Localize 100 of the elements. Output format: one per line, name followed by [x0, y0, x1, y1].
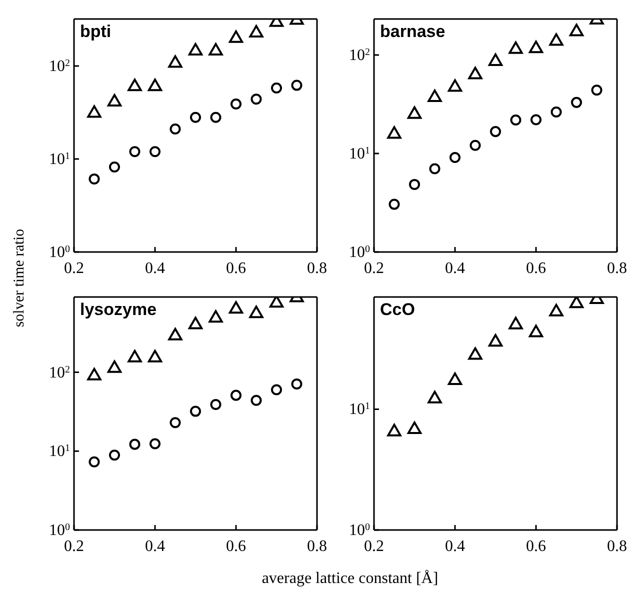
y-tick-label: 10$^{1}$	[349, 400, 370, 418]
x-tick-label: 0.8	[607, 260, 627, 277]
point	[249, 306, 264, 318]
point	[128, 78, 142, 92]
point	[528, 324, 544, 338]
point	[387, 126, 402, 139]
point	[149, 438, 161, 450]
point	[490, 126, 502, 138]
point	[569, 24, 584, 36]
point	[149, 146, 161, 158]
y-tick-label: 10$^{0}$	[349, 244, 370, 261]
x-tick-label: 0.6	[526, 260, 546, 277]
point	[429, 163, 440, 174]
point	[448, 79, 462, 92]
chart-title: bpti	[80, 22, 112, 42]
point	[208, 310, 223, 323]
point	[569, 297, 584, 308]
point	[108, 162, 120, 173]
point	[250, 94, 262, 105]
point	[528, 40, 544, 54]
point	[269, 297, 284, 308]
point	[249, 25, 264, 38]
point	[250, 394, 262, 406]
point	[448, 372, 462, 385]
x-tick-label: 0.6	[226, 260, 246, 277]
x-tick-label: 0.8	[607, 538, 627, 555]
chart-title: barnase	[380, 22, 446, 42]
point	[188, 42, 203, 56]
y-tick-label: 10$^{2}$	[49, 364, 70, 382]
point	[129, 146, 140, 158]
point	[428, 90, 442, 102]
point	[449, 152, 461, 164]
point	[208, 42, 223, 56]
point	[270, 82, 282, 94]
x-tick-label: 0.6	[226, 538, 246, 555]
point	[148, 78, 162, 92]
point	[428, 390, 442, 404]
point	[488, 53, 503, 66]
point	[270, 384, 282, 396]
point	[210, 399, 222, 410]
x-tick-label: 0.6	[526, 538, 546, 555]
point	[468, 66, 482, 80]
point	[107, 360, 122, 373]
point	[508, 41, 523, 54]
point	[188, 316, 203, 330]
y-tick-label: 10$^{0}$	[49, 522, 70, 539]
y-tick-label: 10$^{1}$	[49, 150, 70, 168]
point	[388, 198, 400, 210]
point	[87, 105, 102, 118]
x-tick-label: 0.4	[145, 538, 165, 555]
chart-title: CcO	[380, 300, 415, 320]
point	[170, 124, 181, 135]
point	[107, 94, 122, 107]
point	[550, 106, 562, 118]
x-tick-label: 0.2	[364, 260, 384, 277]
point	[88, 173, 100, 184]
y-tick-label: 10$^{2}$	[349, 46, 370, 64]
point	[510, 114, 522, 126]
x-tick-label: 0.2	[64, 538, 84, 555]
x-axis-title: average lattice constant [Å]	[260, 570, 440, 588]
point	[407, 106, 422, 119]
point	[230, 390, 242, 401]
point	[228, 30, 244, 43]
y-axis-title: solver time ratio	[12, 228, 28, 328]
x-tick-label: 0.4	[145, 260, 165, 277]
point	[170, 417, 181, 428]
point	[549, 304, 564, 316]
x-tick-label: 0.8	[307, 538, 327, 555]
point	[408, 178, 420, 190]
point	[108, 450, 120, 461]
point	[228, 301, 244, 314]
point	[190, 112, 202, 123]
point	[168, 55, 182, 68]
point	[230, 98, 242, 110]
x-tick-label: 0.2	[64, 260, 84, 277]
point	[87, 368, 102, 380]
point	[508, 316, 523, 330]
x-tick-label: 0.4	[445, 260, 465, 277]
point	[591, 84, 602, 96]
point	[387, 424, 402, 436]
point	[570, 96, 582, 108]
point	[88, 456, 100, 468]
y-tick-label: 10$^{1}$	[49, 442, 70, 460]
x-tick-label: 0.2	[364, 538, 384, 555]
point	[407, 421, 422, 434]
point	[128, 350, 142, 362]
y-tick-label: 10$^{0}$	[349, 522, 370, 539]
point	[291, 80, 302, 91]
chart-title: lysozyme	[80, 300, 157, 320]
y-tick-label: 10$^{2}$	[49, 57, 70, 75]
point	[549, 33, 564, 46]
point	[168, 328, 182, 340]
point	[190, 406, 202, 417]
point	[488, 334, 503, 347]
y-tick-label: 10$^{1}$	[349, 145, 370, 162]
point	[291, 378, 302, 390]
x-tick-label: 0.8	[307, 260, 327, 277]
point	[530, 114, 542, 126]
point	[210, 112, 222, 123]
point	[468, 347, 482, 360]
